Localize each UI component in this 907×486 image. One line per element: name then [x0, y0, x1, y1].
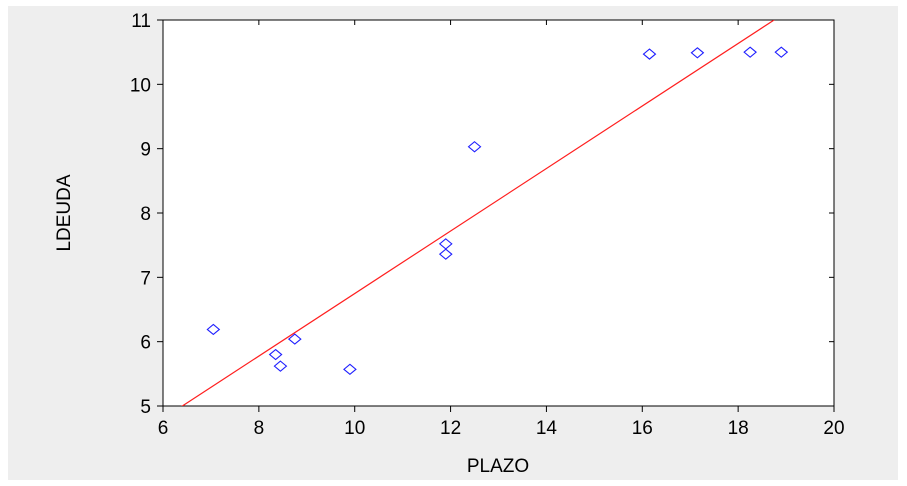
data-point	[206, 323, 221, 336]
data-point	[690, 47, 705, 59]
x-tick-label: 12	[440, 418, 461, 439]
data-point	[642, 48, 657, 60]
y-tick-label: 8	[140, 204, 151, 225]
y-tick-label: 7	[140, 268, 151, 289]
y-tick-label: 11	[131, 11, 151, 32]
fit-line-layer	[181, 20, 775, 406]
y-tick-label: 6	[140, 333, 151, 354]
data-point	[343, 363, 357, 376]
x-tick-label: 6	[158, 418, 169, 439]
y-tick-label: 10	[130, 75, 151, 96]
chart-frame: 6 8 10 12 14 16 18 20 5 6 7 8 9 10 11 PLAZO LDEUDA	[8, 6, 898, 480]
plot-area	[162, 19, 835, 407]
x-tick-label: 18	[728, 418, 749, 439]
data-point	[438, 248, 453, 260]
y-tick-label: 5	[140, 397, 151, 418]
x-tick-label: 20	[823, 418, 844, 439]
data-point	[273, 360, 288, 372]
y-axis-title: LDEUDA	[54, 174, 75, 251]
data-point	[774, 46, 789, 58]
x-tick-label: 14	[536, 418, 558, 439]
y-tick-label: 9	[140, 140, 151, 161]
data-point	[743, 46, 757, 58]
points-layer	[206, 46, 789, 376]
x-axis-title: PLAZO	[467, 456, 529, 477]
data-point	[287, 333, 302, 345]
regression-line	[181, 20, 775, 406]
x-axis: 6 8 10 12 14 16 18 20	[158, 20, 845, 439]
x-tick-label: 8	[254, 418, 265, 439]
data-point	[467, 141, 482, 153]
x-tick-label: 16	[632, 418, 653, 439]
data-point	[268, 348, 283, 361]
x-tick-label: 10	[344, 418, 365, 439]
y-axis: 5 6 7 8 9 10 11	[130, 11, 834, 418]
